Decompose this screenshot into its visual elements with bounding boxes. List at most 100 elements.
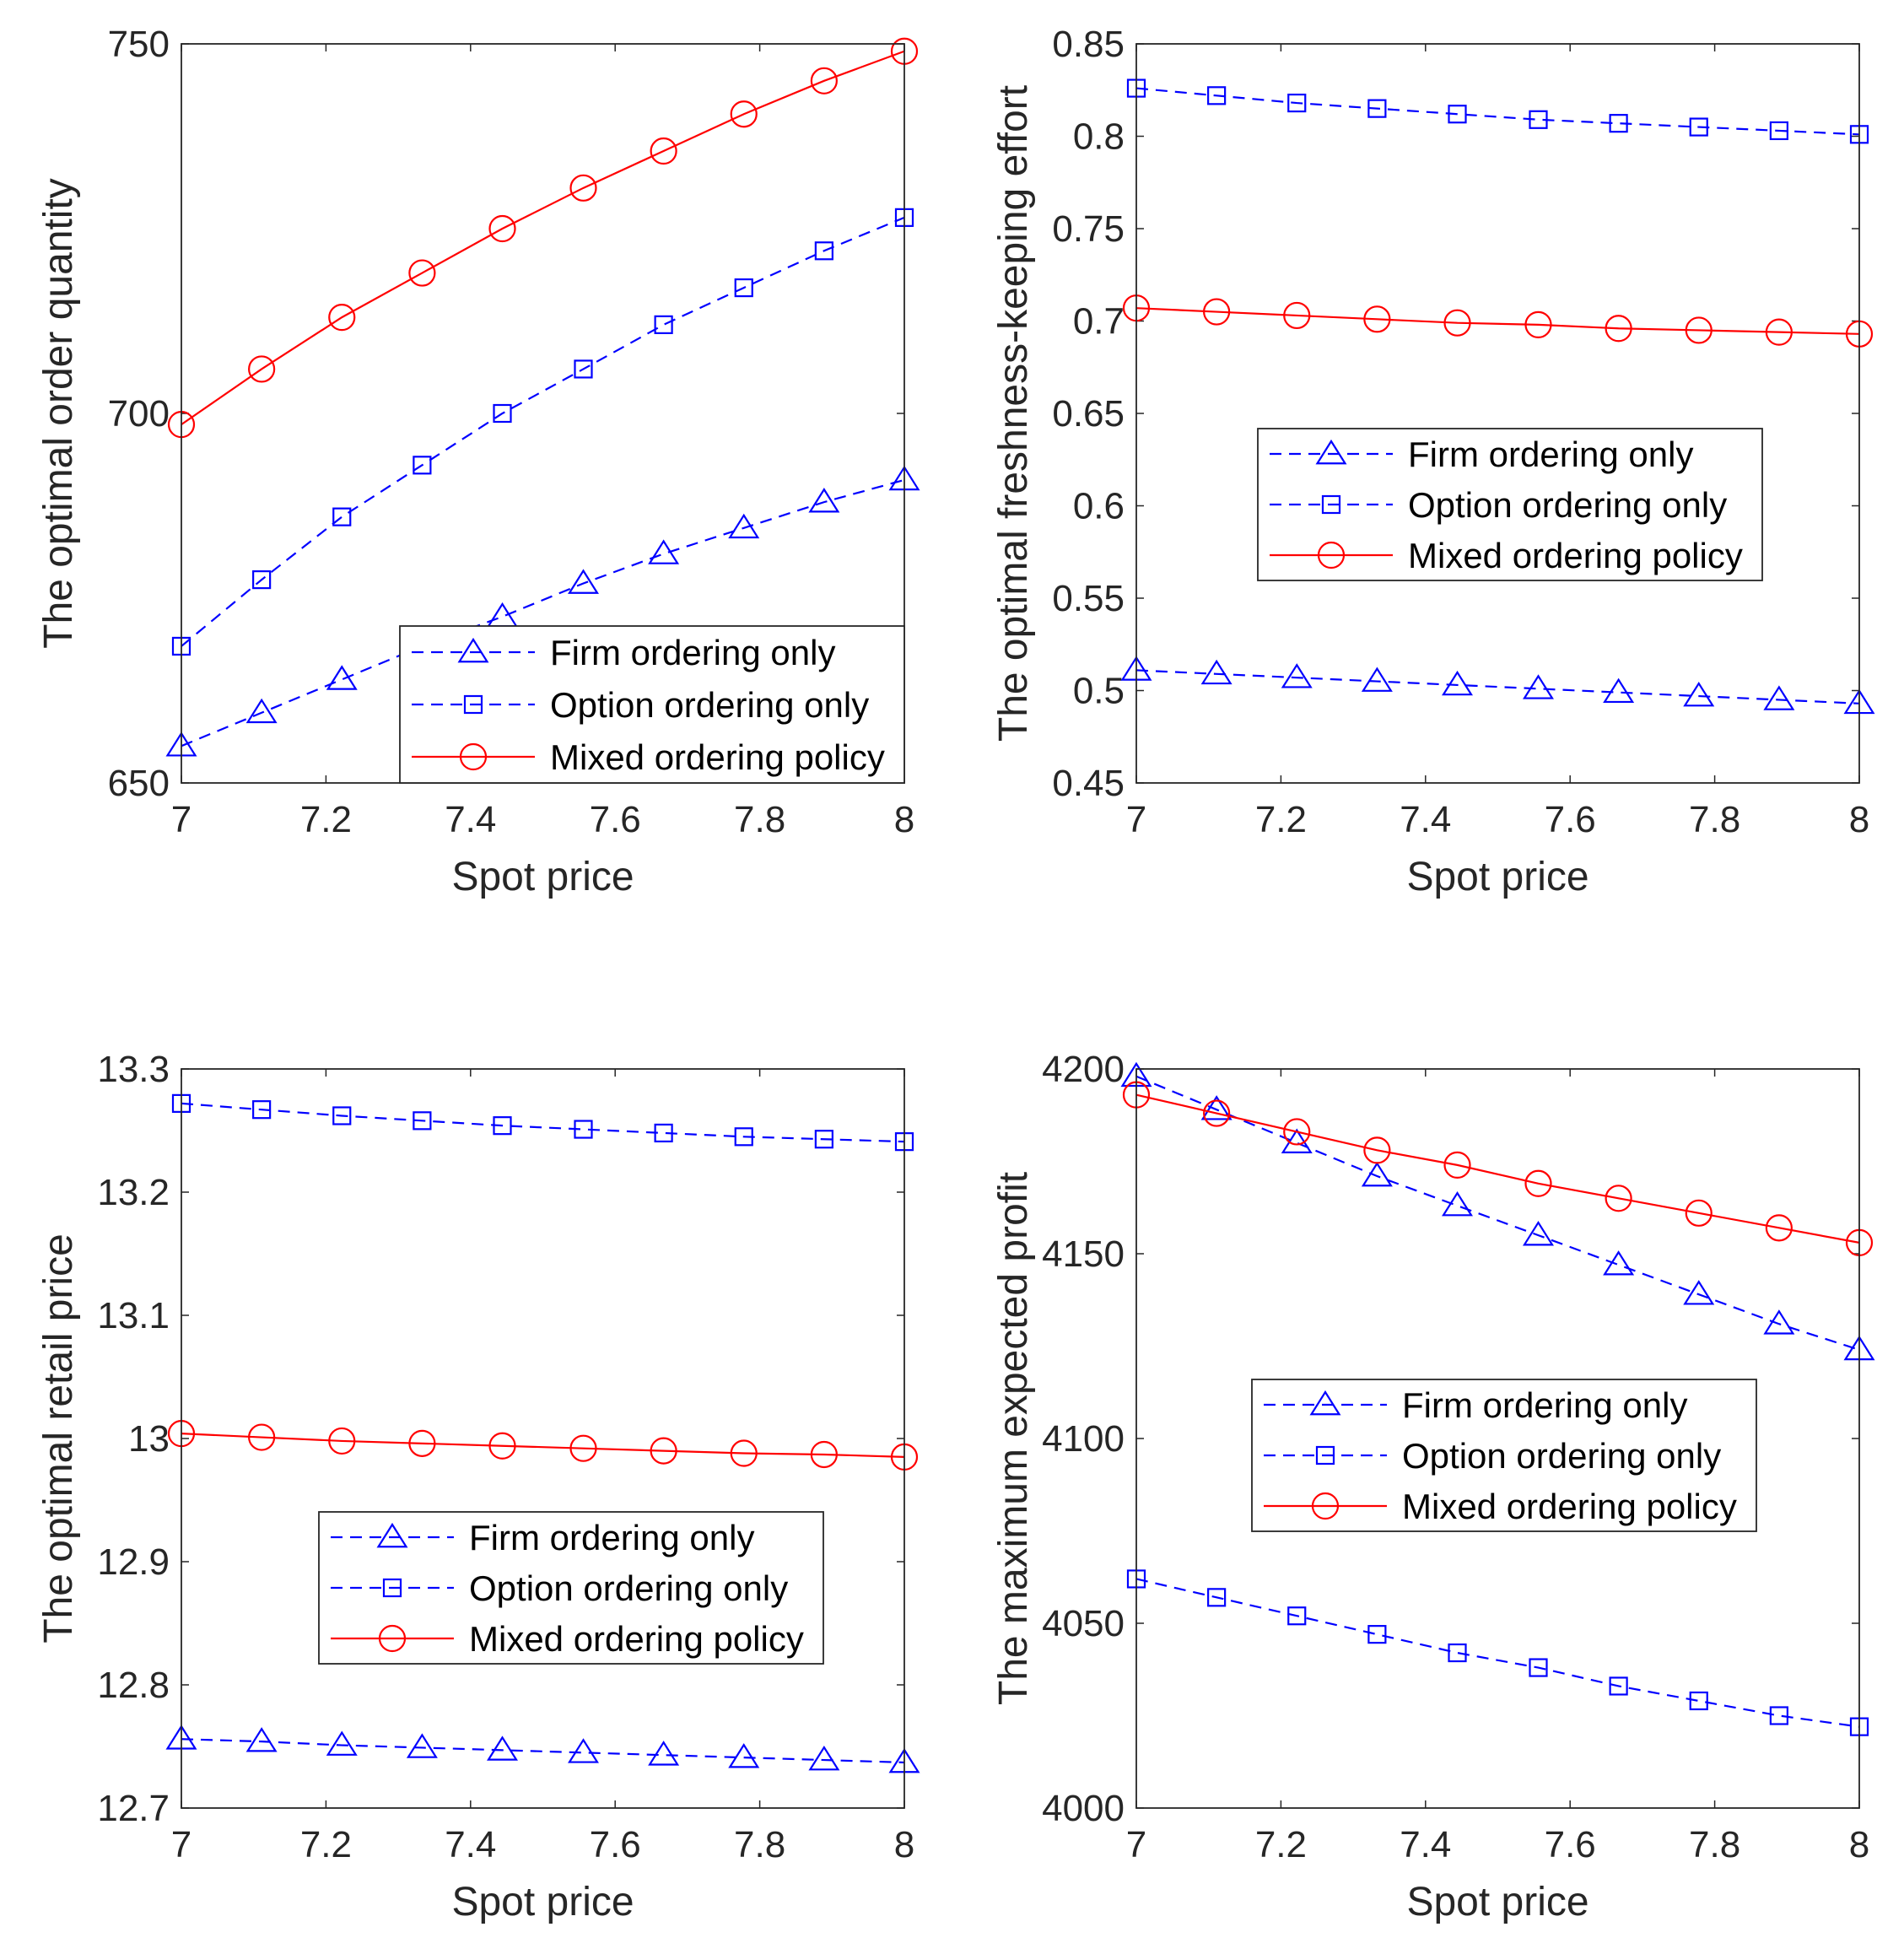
data-point [569, 1434, 597, 1462]
data-point [1765, 318, 1793, 346]
data-point [1283, 1118, 1311, 1146]
data-point [654, 1123, 673, 1143]
data-point [1443, 1151, 1471, 1179]
data-point [808, 488, 840, 513]
x-tick-label: 7.2 [1255, 799, 1307, 840]
y-tick-label: 0.7 [1073, 301, 1125, 343]
data-point [1769, 121, 1788, 141]
x-tick-label: 7.4 [445, 1824, 496, 1865]
data-point [1683, 1280, 1715, 1305]
data-point [406, 1733, 438, 1758]
data-point [1529, 110, 1548, 129]
legend-entry: Firm ordering only [1402, 1385, 1687, 1425]
data-point [487, 1735, 518, 1761]
data-point [252, 1100, 272, 1120]
x-tick-label: 7.2 [300, 1824, 352, 1865]
x-tick-label: 8 [894, 1824, 914, 1865]
chart-panel-2: 7 7.2 7.4 7.6 7.8 8 0.45 0.5 0.55 0.6 0.65 0.7 0.75 0… [991, 24, 1875, 899]
data-point [408, 1429, 436, 1457]
data-point [1689, 117, 1708, 137]
legend-entry: Firm ordering only [550, 633, 835, 672]
legend-entry: Firm ordering only [469, 1518, 754, 1557]
data-point [1763, 685, 1795, 710]
data-point [1524, 310, 1552, 338]
x-tick-label: 7.6 [1545, 799, 1596, 840]
y-tick-label: 13 [128, 1418, 170, 1460]
y-tick-label: 0.65 [1052, 393, 1125, 435]
data-point [654, 315, 673, 334]
data-point [1524, 1169, 1552, 1197]
data-point [332, 507, 352, 526]
x-tick-label: 7.6 [1545, 1824, 1596, 1865]
data-point [1683, 682, 1715, 707]
legend-entry: Mixed ordering policy [550, 737, 885, 777]
data-point [1283, 301, 1311, 330]
y-tick-label: 0.85 [1052, 24, 1125, 65]
legend-entry: Mixed ordering policy [469, 1619, 804, 1659]
series-line [1135, 1578, 1860, 1728]
data-point [728, 1743, 760, 1768]
x-tick-label: 7.2 [1255, 1824, 1307, 1865]
data-point [245, 1727, 278, 1752]
data-point [1361, 667, 1393, 692]
data-point [650, 1437, 677, 1465]
legend-circle-marker [459, 742, 488, 771]
y-tick-label: 650 [108, 763, 170, 804]
data-point [245, 698, 278, 724]
data-point [488, 1432, 516, 1460]
data-point [1605, 1185, 1632, 1212]
data-point [248, 355, 276, 383]
data-point [248, 1423, 276, 1451]
y-tick-label: 0.6 [1073, 486, 1125, 527]
data-point [1363, 1136, 1391, 1164]
data-point [1769, 1706, 1788, 1725]
legend-entry: Firm ordering only [1408, 435, 1693, 474]
data-point [1200, 1095, 1232, 1120]
series-square [171, 1093, 914, 1152]
x-tick-label: 7.6 [590, 799, 641, 840]
y-tick-label: 4200 [1042, 1049, 1125, 1090]
legend-square-marker [382, 1578, 402, 1598]
legend: Firm ordering only Option ordering only Mi… [318, 1511, 824, 1665]
data-point [1287, 1606, 1307, 1626]
data-point [1605, 315, 1632, 343]
x-tick-label: 7.6 [590, 1824, 641, 1865]
y-tick-label: 13.3 [97, 1049, 170, 1090]
data-point [1207, 1588, 1227, 1607]
data-point [1200, 659, 1232, 685]
legend-entry: Option ordering only [1402, 1436, 1721, 1476]
x-axis-label: Spot price [1406, 1880, 1588, 1924]
legend: Firm ordering only Option ordering only Mi… [399, 625, 905, 784]
series-line [1135, 307, 1860, 335]
data-point [493, 1116, 512, 1136]
data-point [1442, 670, 1473, 696]
data-point [814, 241, 833, 261]
x-tick-label: 7.8 [734, 799, 785, 840]
data-point [493, 403, 512, 424]
series-square [1126, 78, 1869, 144]
x-tick-label: 7 [1126, 799, 1146, 840]
legend-triangle-marker [1309, 1390, 1341, 1416]
data-point [1203, 1099, 1231, 1127]
data-point [1523, 1221, 1554, 1246]
data-point [1765, 1214, 1793, 1242]
series-line [1135, 87, 1860, 136]
y-tick-label: 4000 [1042, 1788, 1125, 1829]
x-tick-label: 7.4 [1400, 1824, 1451, 1865]
data-point [1609, 1676, 1628, 1696]
series-circle [1122, 1081, 1874, 1256]
data-point [1685, 316, 1713, 344]
data-point [1361, 1161, 1393, 1187]
data-point [1442, 1190, 1473, 1217]
data-point [648, 539, 680, 564]
data-point [328, 304, 356, 332]
data-point [1523, 674, 1554, 699]
x-tick-label: 7.2 [300, 799, 352, 840]
data-point [568, 1738, 599, 1763]
series-square [1126, 1569, 1869, 1736]
x-axis-label: Spot price [1406, 855, 1588, 899]
data-point [1603, 1250, 1635, 1276]
x-tick-label: 7.4 [1400, 799, 1451, 840]
y-axis-label: The optimal retail price [36, 1233, 81, 1644]
x-tick-label: 7 [1126, 1824, 1146, 1865]
